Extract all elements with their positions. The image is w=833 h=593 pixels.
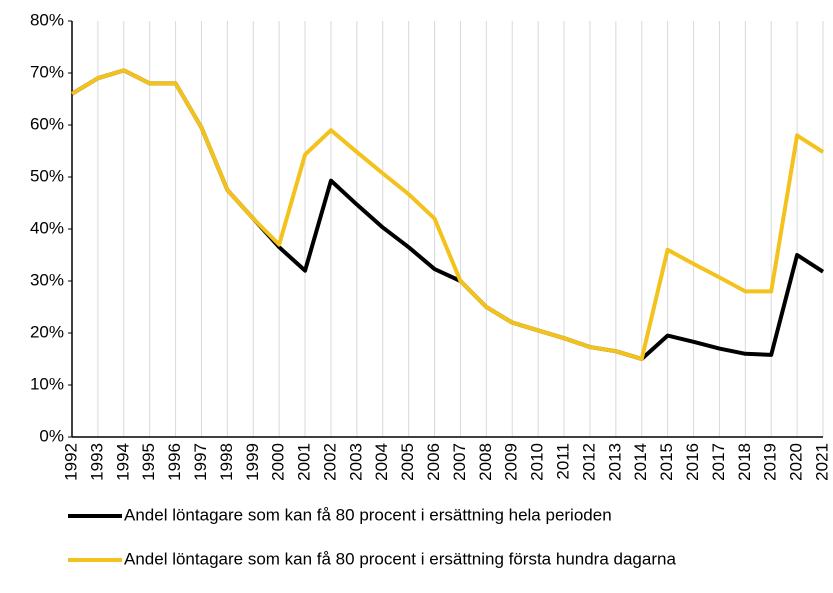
x-tick-label: 2004 — [372, 443, 391, 481]
legend-label: Andel löntagare som kan få 80 procent i … — [124, 505, 612, 524]
x-tick-label: 2015 — [657, 443, 676, 481]
x-tick-label: 2003 — [346, 443, 365, 481]
x-tick-label: 2006 — [424, 443, 443, 481]
y-tick-label: 20% — [30, 322, 64, 341]
x-tick-label: 1996 — [165, 443, 184, 481]
x-tick-label: 2008 — [476, 443, 495, 481]
y-tick-label: 30% — [30, 270, 64, 289]
x-tick-label: 2017 — [709, 443, 728, 481]
x-tick-label: 1993 — [87, 443, 106, 481]
x-tick-label: 2020 — [787, 443, 806, 481]
x-tick-label: 2012 — [579, 443, 598, 481]
x-tick-label: 1999 — [243, 443, 262, 481]
x-tick-label: 2014 — [631, 443, 650, 481]
x-tick-label: 1992 — [61, 443, 80, 481]
y-tick-label: 80% — [30, 10, 64, 29]
x-tick-label: 1997 — [191, 443, 210, 481]
y-tick-label: 40% — [30, 218, 64, 237]
x-tick-label: 2010 — [528, 443, 547, 481]
x-tick-label: 2011 — [554, 443, 573, 480]
x-tick-label: 2001 — [295, 443, 314, 481]
x-tick-label: 1994 — [113, 443, 132, 481]
x-tick-label: 2002 — [320, 443, 339, 481]
y-tick-label: 70% — [30, 62, 64, 81]
series-line — [70, 68, 825, 361]
x-tick-label: 1998 — [217, 443, 236, 481]
x-tick-label: 2000 — [269, 443, 288, 481]
x-tick-label: 2005 — [398, 443, 417, 481]
x-tick-label: 2013 — [605, 443, 624, 481]
x-tick-label: 2021 — [812, 443, 831, 481]
series-line — [70, 68, 825, 361]
y-tick-label: 0% — [39, 426, 64, 445]
y-tick-label: 10% — [30, 374, 64, 393]
x-tick-label: 2016 — [683, 443, 702, 481]
x-tick-label: 2019 — [761, 443, 780, 481]
x-tick-label: 2009 — [502, 443, 521, 481]
x-tick-label: 1995 — [139, 443, 158, 481]
y-tick-label: 60% — [30, 114, 64, 133]
legend-label: Andel löntagare som kan få 80 procent i … — [124, 549, 676, 568]
y-tick-label: 50% — [30, 166, 64, 185]
x-tick-label: 2018 — [735, 443, 754, 481]
x-tick-label: 2007 — [450, 443, 469, 481]
